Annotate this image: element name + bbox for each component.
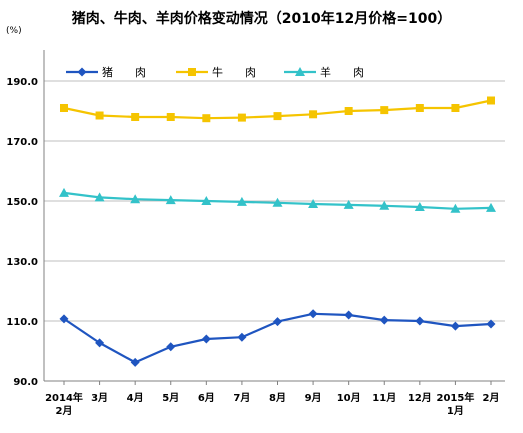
y-tick-label: 190.0 (6, 77, 38, 88)
data-point (201, 196, 212, 205)
x-tick-label: 9月 (305, 392, 322, 404)
data-point (486, 202, 496, 212)
data-point (272, 197, 283, 207)
data-point (380, 106, 389, 115)
legend-entry: 牛 肉 (176, 65, 256, 79)
legend-marker (188, 68, 196, 76)
x-tick-label: 8月 (269, 392, 286, 404)
data-point (166, 113, 175, 121)
data-point (201, 334, 211, 344)
data-point (343, 199, 354, 209)
data-point (450, 203, 461, 213)
data-point (94, 192, 105, 202)
data-point (165, 195, 176, 205)
legend-marker (77, 67, 87, 77)
data-point (59, 314, 69, 324)
data-point (309, 110, 318, 119)
data-point (95, 338, 105, 348)
legend-label: 牛 肉 (212, 65, 256, 79)
data-point (273, 317, 282, 327)
x-tick-label: 12月 (408, 392, 432, 404)
legend-marker (295, 67, 305, 76)
data-point (344, 107, 353, 115)
data-point (308, 309, 318, 319)
y-axis-unit: (%) (6, 26, 22, 36)
y-tick-label: 110.0 (6, 317, 38, 328)
data-point (237, 113, 246, 122)
legend: 猪 肉牛 肉羊 肉 (66, 65, 364, 79)
data-point (59, 187, 69, 197)
legend-label: 猪 肉 (102, 66, 146, 79)
x-tick-label: 3月 (91, 392, 108, 404)
data-point (60, 104, 68, 112)
x-tick-label: 11月 (372, 392, 396, 404)
data-point (487, 96, 495, 105)
data-point (414, 202, 425, 211)
y-tick-label: 170.0 (6, 137, 38, 148)
x-tick-label: 2月 (56, 405, 73, 417)
data-point (237, 332, 247, 342)
x-tick-label: 2015年 (436, 391, 474, 404)
data-point (486, 319, 496, 329)
data-point (166, 342, 176, 352)
data-point (131, 113, 140, 121)
chart-title: 猪肉、牛肉、羊肉价格变动情况（2010年12月价格=100） (71, 11, 452, 27)
data-point (415, 104, 424, 112)
y-tick-label: 130.0 (6, 257, 38, 268)
data-point (379, 200, 390, 210)
y-tick-labels: 190.0 170.0 150.0 130.0 110.0 90.0 (6, 77, 38, 388)
legend-entry: 猪 肉 (66, 66, 146, 79)
series-3 (59, 187, 496, 213)
x-tick-label: 1月 (447, 405, 464, 417)
y-tick-label: 150.0 (6, 197, 38, 208)
y-tick-label: 90.0 (13, 377, 38, 388)
legend-label: 羊 肉 (320, 65, 364, 79)
x-tick-label: 7月 (233, 392, 250, 404)
x-tick-label: 10月 (337, 392, 361, 404)
data-point (308, 199, 319, 208)
x-tick-label: 4月 (127, 392, 144, 404)
x-tick-label: 6月 (198, 392, 215, 404)
data-point (450, 321, 460, 331)
data-point (95, 111, 104, 120)
data-point (130, 357, 140, 367)
data-point (344, 310, 354, 320)
data-point (379, 315, 389, 325)
data-point (130, 194, 141, 204)
x-tick-label: 2月 (483, 392, 500, 404)
data-point (415, 316, 425, 326)
x-tick-label: 5月 (162, 392, 179, 404)
data-point (236, 196, 247, 206)
series-2 (60, 96, 495, 123)
data-point (202, 114, 211, 123)
legend-entry: 羊 肉 (284, 65, 364, 79)
data-point (273, 112, 282, 121)
x-tick-label: 2014年 (45, 391, 83, 404)
series-1 (59, 309, 496, 367)
data-point (451, 104, 460, 112)
axes (43, 50, 505, 385)
series (59, 96, 496, 367)
